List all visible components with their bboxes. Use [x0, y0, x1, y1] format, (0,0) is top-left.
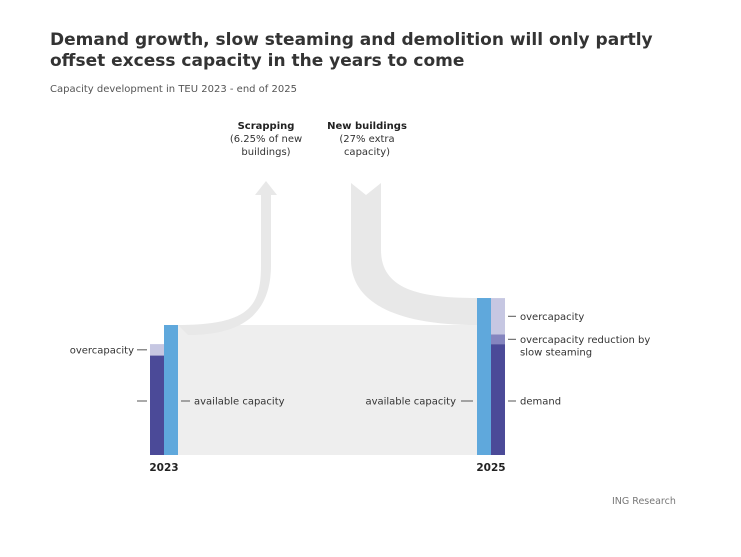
chart-title: Demand growth, slow steaming and demolit…	[50, 30, 653, 71]
bar-2025-overcapacity	[491, 298, 505, 335]
scrapping-arrowhead	[255, 181, 277, 195]
source-note: ING Research	[612, 496, 676, 507]
scrapping-flow	[178, 195, 271, 335]
label-slow-steaming-line1: overcapacity reduction by	[520, 335, 650, 346]
label-scrapping-3: buildings)	[241, 147, 290, 158]
bar-2023-demand	[150, 355, 164, 455]
label-year-2023: 2023	[149, 462, 178, 474]
label-overcapacity-2025: overcapacity	[520, 312, 584, 323]
bar-2025-available-capacity	[477, 298, 491, 455]
flow-band-main	[178, 325, 477, 455]
new-buildings-flow	[351, 183, 477, 325]
bar-2025-demand	[491, 344, 505, 455]
bar-2025-slow-steaming	[491, 334, 505, 345]
label-slow-steaming-line2: slow steaming	[520, 347, 592, 358]
bar-2023-available-capacity	[164, 325, 178, 455]
label-new-buildings-1: New buildings	[327, 121, 407, 132]
label-new-buildings-3: capacity)	[344, 147, 390, 158]
label-overcapacity-2023: overcapacity	[70, 345, 134, 356]
label-scrapping-2: (6.25% of new	[230, 134, 302, 145]
chart-subtitle: Capacity development in TEU 2023 - end o…	[50, 84, 297, 95]
label-available-capacity-2025: available capacity	[365, 397, 456, 408]
label-available-capacity-2023: available capacity	[194, 397, 285, 408]
bar-2023-overcapacity	[150, 344, 164, 356]
label-year-2025: 2025	[476, 462, 505, 474]
label-scrapping-1: Scrapping	[238, 121, 295, 132]
label-demand-2025: demand	[520, 397, 561, 408]
label-new-buildings-2: (27% extra	[339, 134, 394, 145]
